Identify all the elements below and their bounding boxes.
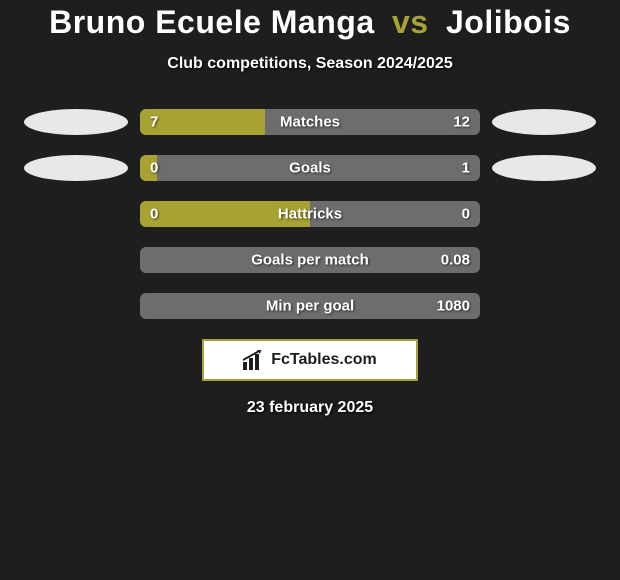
stat-bar: 1080 Min per goal (140, 293, 480, 319)
bar-left-fill (140, 109, 265, 135)
bar-label: Matches (280, 114, 340, 131)
bar-label: Goals (289, 160, 331, 177)
right-oval (492, 109, 596, 135)
bar-label: Hattricks (278, 206, 342, 223)
player2-name: Jolibois (446, 4, 571, 40)
stat-row: 1080 Min per goal (0, 293, 620, 319)
branding-text: FcTables.com (271, 351, 377, 369)
stat-rows: 7 12 Matches 0 1 Goals 0 0 Hattricks 0.08 Goals pe… (0, 109, 620, 319)
date-text: 23 february 2025 (0, 399, 620, 417)
bar-label: Min per goal (266, 298, 354, 315)
stat-row: 0 0 Hattricks (0, 201, 620, 227)
left-oval (24, 109, 128, 135)
bar-value-right: 0.08 (441, 252, 470, 269)
stat-row: 7 12 Matches (0, 109, 620, 135)
stat-row: 0 1 Goals (0, 155, 620, 181)
page-title: Bruno Ecuele Manga vs Jolibois (0, 4, 620, 41)
bar-value-right: 12 (453, 114, 470, 131)
stat-bar: 0 0 Hattricks (140, 201, 480, 227)
stat-bar: 0.08 Goals per match (140, 247, 480, 273)
stat-bar: 0 1 Goals (140, 155, 480, 181)
comparison-infographic: Bruno Ecuele Manga vs Jolibois Club comp… (0, 0, 620, 417)
bar-value-left: 7 (150, 114, 158, 131)
branding-box: FcTables.com (202, 339, 418, 381)
left-oval (24, 155, 128, 181)
stat-row: 0.08 Goals per match (0, 247, 620, 273)
bar-value-left: 0 (150, 160, 158, 177)
player1-name: Bruno Ecuele Manga (49, 4, 375, 40)
bar-value-right: 1080 (437, 298, 470, 315)
bar-value-left: 0 (150, 206, 158, 223)
right-oval (492, 155, 596, 181)
stat-bar: 7 12 Matches (140, 109, 480, 135)
subtitle: Club competitions, Season 2024/2025 (0, 55, 620, 73)
bar-value-right: 0 (462, 206, 470, 223)
bar-label: Goals per match (251, 252, 369, 269)
bar-value-right: 1 (462, 160, 470, 177)
bars-icon (243, 350, 265, 370)
vs-separator: vs (392, 4, 429, 40)
